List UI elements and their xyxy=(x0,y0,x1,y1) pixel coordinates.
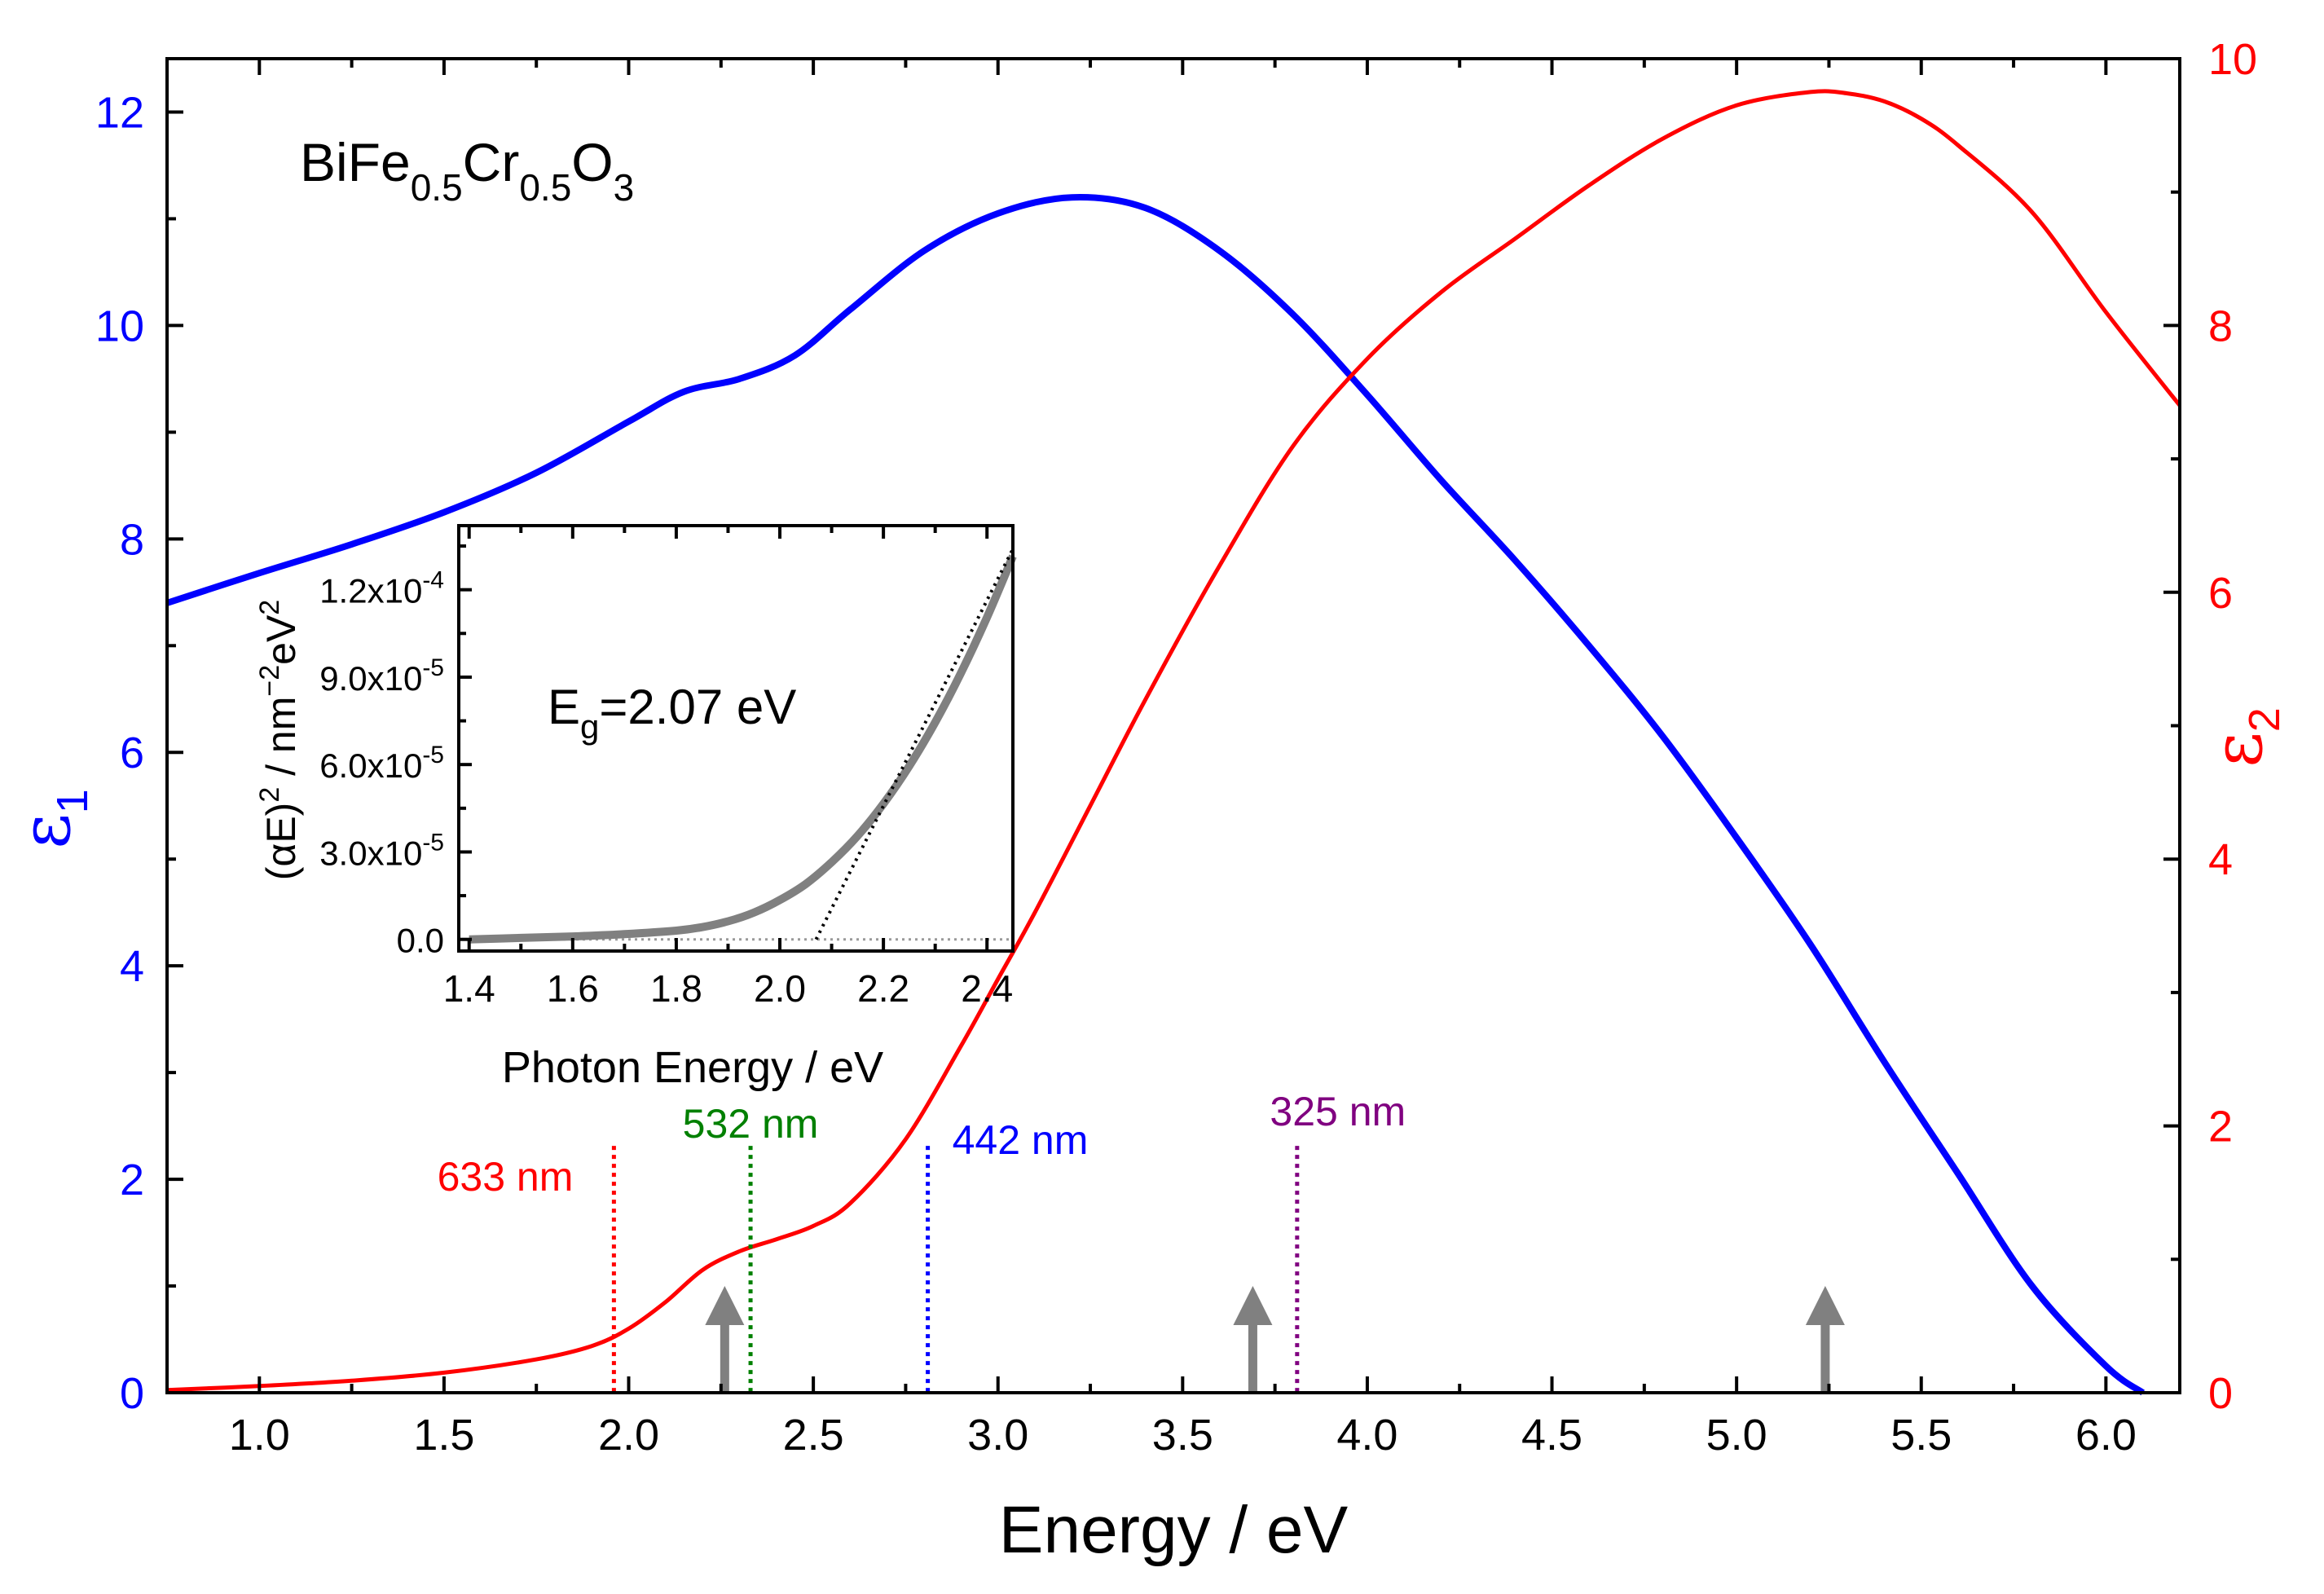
inset-x-tick-label: 1.4 xyxy=(443,967,495,1010)
inset-y-axis-title: (αE)2 / nm−2eV2 xyxy=(254,600,304,880)
inset-data-curve xyxy=(469,554,1017,944)
y-right-subscript: 2 xyxy=(2240,707,2289,732)
y-right-tick-label: 10 xyxy=(2208,35,2257,84)
laser-label-442nm: 442 nm xyxy=(953,1117,1089,1163)
formula-part-bife: BiFe xyxy=(300,132,411,192)
inset-x-tick-label: 2.2 xyxy=(857,967,909,1010)
epsilon2-curve xyxy=(166,89,2181,1393)
transition-arrow xyxy=(1233,1286,1273,1393)
formula-part-o: O xyxy=(571,132,613,192)
y-left-tick-label: 6 xyxy=(120,729,144,777)
inset-background xyxy=(459,526,1013,951)
y-right-tick-label: 6 xyxy=(2208,569,2233,618)
inset-x-tick-label: 1.6 xyxy=(547,967,599,1010)
epsilon1-curve xyxy=(165,194,2146,1396)
y-left-tick-label: 10 xyxy=(95,302,144,350)
inset-ylabel-sup1: 2 xyxy=(254,787,285,803)
y-right-tick-label: 4 xyxy=(2208,835,2233,884)
y-right-tick-label: 8 xyxy=(2208,302,2233,350)
x-tick-label: 4.0 xyxy=(1336,1411,1397,1460)
x-tick-label: 2.0 xyxy=(598,1411,659,1460)
y-right-tick-label: 0 xyxy=(2208,1369,2233,1418)
transition-arrow xyxy=(1805,1286,1845,1393)
y-left-axis-title: ε1 xyxy=(6,789,97,849)
laser-label-325nm: 325 nm xyxy=(1270,1089,1406,1134)
y-left-tick-label: 0 xyxy=(120,1369,144,1418)
inset-ylabel-b: / nm xyxy=(258,697,304,787)
inset-x-tick-label: 2.0 xyxy=(754,967,806,1010)
inset-x-tick-label: 2.4 xyxy=(961,967,1013,1010)
y-left-tick-label: 8 xyxy=(120,515,144,564)
inset-y-tick-label: 9.0x10-5 xyxy=(319,654,444,698)
main-axis-ticks: 1.0 1.5 2.0 2.5 3.0 3.5 4.0 4.5 5.0 5.5 6.0 0 2 4 6 8 10… xyxy=(95,35,2257,1460)
x-tick-label: 5.5 xyxy=(1890,1411,1952,1460)
x-tick-label: 3.0 xyxy=(967,1411,1028,1460)
inset-x-tick-label: 1.8 xyxy=(650,967,702,1010)
y-right-symbol: ε xyxy=(2198,732,2278,768)
formula-sub-2: 0.5 xyxy=(519,166,571,209)
inset-axis-ticks: 1.4 1.6 1.8 2.0 2.2 2.4 0.0 3.0x10-5 6.0x10-5 9.0… xyxy=(319,526,1013,1010)
inset-tauc-plot: 1.4 1.6 1.8 2.0 2.2 2.4 0.0 3.0x10-5 6.0x10-5 9.0… xyxy=(254,524,1017,1092)
band-gap-annotation: Eg=2.07 eV xyxy=(548,680,796,746)
inset-series xyxy=(459,548,1017,944)
y-left-tick-label: 4 xyxy=(120,942,144,991)
y-left-symbol: ε xyxy=(6,813,86,849)
inset-y-tick-label: 6.0x10-5 xyxy=(319,742,444,785)
y-left-subscript: 1 xyxy=(48,789,97,813)
inset-x-axis-title: Photon Energy / eV xyxy=(502,1043,883,1092)
inset-y-tick-label: 0.0 xyxy=(397,922,444,960)
transition-arrow xyxy=(705,1286,745,1393)
eg-value: =2.07 eV xyxy=(599,680,796,734)
inset-frame xyxy=(457,524,1015,953)
x-tick-label: 5.0 xyxy=(1706,1411,1767,1460)
eg-symbol: E xyxy=(548,680,580,734)
inset-ylabel-sup2: −2 xyxy=(254,665,285,697)
laser-label-532nm: 532 nm xyxy=(683,1101,819,1147)
x-tick-label: 3.5 xyxy=(1152,1411,1213,1460)
x-tick-label: 4.5 xyxy=(1521,1411,1582,1460)
x-tick-label: 6.0 xyxy=(2075,1411,2137,1460)
y-left-tick-label: 12 xyxy=(95,88,144,137)
formula-sub-3: 3 xyxy=(614,166,635,209)
x-tick-label: 2.5 xyxy=(783,1411,844,1460)
x-axis-title: Energy / eV xyxy=(999,1493,1349,1567)
inset-y-tick-label: 3.0x10-5 xyxy=(319,829,444,872)
inset-ylabel-c: eV xyxy=(258,614,304,665)
inset-y-tick-label: 1.2x10-4 xyxy=(319,567,444,610)
y-left-tick-label: 2 xyxy=(120,1156,144,1204)
inset-ylabel-sup3: 2 xyxy=(254,600,285,615)
inset-ylabel-a: (αE) xyxy=(258,803,304,881)
x-tick-label: 1.5 xyxy=(413,1411,474,1460)
sample-formula: BiFe0.5Cr0.5O3 xyxy=(300,132,634,209)
main-plot-series: 633 nm 532 nm 442 nm 325 nm xyxy=(165,89,2181,1396)
y-right-tick-label: 2 xyxy=(2208,1103,2233,1151)
y-right-axis-title: ε2 xyxy=(2198,707,2289,768)
formula-part-cr: Cr xyxy=(463,132,520,192)
laser-label-633nm: 633 nm xyxy=(438,1154,574,1200)
eg-subscript: g xyxy=(580,707,599,746)
x-tick-label: 1.0 xyxy=(229,1411,290,1460)
formula-sub-1: 0.5 xyxy=(411,166,463,209)
